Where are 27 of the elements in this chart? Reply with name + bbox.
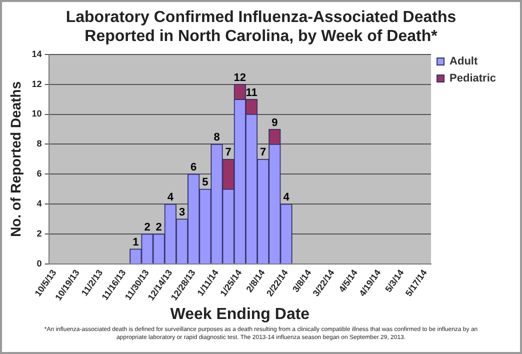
total-label: 11 — [246, 86, 258, 99]
legend-label: Pediatric — [450, 72, 496, 85]
total-label: 5 — [202, 176, 208, 189]
y-tick-label: 0 — [36, 258, 42, 268]
y-tick-label: 12 — [32, 78, 42, 89]
total-label: 6 — [190, 162, 197, 174]
y-tick-label: 8 — [36, 138, 42, 149]
total-label: 2 — [144, 222, 150, 234]
chart-title: Laboratory Confirmed Influenza-Associated Deaths Reported in North Carolina, by Week of Death* — [64, 8, 458, 46]
y-tick-label: 2 — [36, 228, 42, 238]
total-label: 7 — [260, 146, 266, 159]
total-label: 1 — [132, 236, 139, 248]
total-label: 4 — [283, 192, 290, 204]
total-label: 4 — [167, 192, 174, 204]
total-label: 8 — [214, 132, 220, 144]
legend-label: Adult — [450, 56, 478, 68]
total-label: 9 — [272, 116, 278, 129]
x-axis-title: Week Ending Date — [170, 306, 310, 323]
y-tick-label: 6 — [36, 168, 42, 179]
y-axis-title: No. of Reported Deaths — [7, 81, 24, 237]
total-label: 7 — [225, 146, 232, 159]
y-tick-label: 4 — [36, 198, 42, 209]
total-label: 2 — [156, 222, 162, 234]
y-tick-label: 14 — [32, 48, 42, 59]
total-label: 3 — [178, 206, 186, 219]
total-label: 12 — [234, 72, 246, 84]
y-tick-label: 10 — [32, 108, 42, 119]
